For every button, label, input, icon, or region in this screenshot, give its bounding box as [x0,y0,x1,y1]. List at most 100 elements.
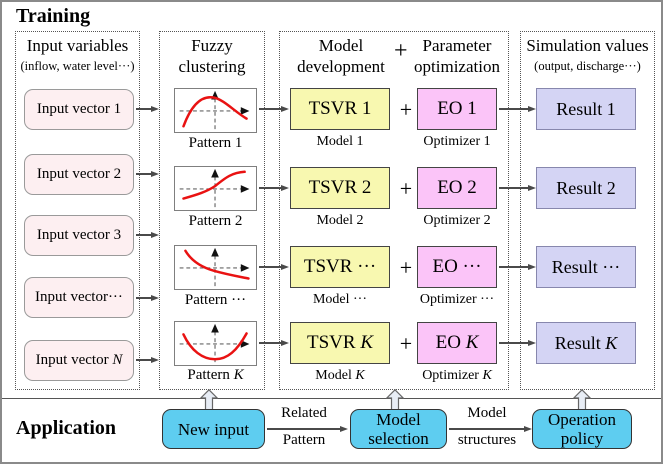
model-development-header: Model development [297,36,385,76]
eo-label: EO K [435,332,479,353]
model-label: Model 1 [316,134,364,149]
pattern-label: Pattern 1 [188,135,243,151]
tsvr-label: TSVR K [306,332,373,353]
tsvr-box: TSVR 2 [290,167,390,209]
arrow-pattern-to-model [259,266,282,268]
arrow-newinput-to-modelselection [267,428,341,430]
input-variables-header: Input variables [26,36,129,55]
pattern-graph-bell [174,88,257,133]
up-arrow-icon [573,389,591,410]
training-title: Training [16,5,91,27]
plus-sign: + [399,331,413,356]
up-arrow-icon [200,389,218,410]
eo-box: EO 1 [417,88,497,130]
simulation-values-subtitle: (output, discharge···) [534,59,641,73]
parameter-optimization-header: Parameter optimization [414,36,500,76]
eo-box: EO 2 [417,167,497,209]
arrow-pattern-to-model [259,187,282,189]
arrow-input-to-pattern [136,359,152,361]
result-box: Result 2 [536,167,636,209]
arrow-input-to-pattern [136,297,152,299]
tsvr-box: TSVR K [290,322,390,364]
operation-policy-box: Operation policy [532,409,632,449]
arrow-pattern-to-model [259,342,282,344]
input-vector-label: Input vector N [35,352,123,368]
pattern-graph-sigmoid [174,166,257,211]
new-input-label: New input [177,419,250,439]
header-plus-sign: + [394,38,408,64]
fuzzy-clustering-column [159,31,265,390]
optimizer-label: Optimizer K [422,368,492,383]
pattern-graph-ushape [174,321,257,366]
input-vector-box: Input vector 3 [24,215,134,256]
input-vector-label: Input vector 2 [36,166,122,182]
result-label: Result K [554,332,618,353]
arrow-model-to-result [499,108,529,110]
result-box: Result 1 [536,88,636,130]
model-selection-box: Model selection [350,409,447,449]
eo-label: EO ··· [432,256,482,277]
new-input-box: New input [162,409,265,449]
simulation-values-column [520,31,655,390]
membership-curve-icon [179,247,250,287]
arrow-model-to-result [499,266,529,268]
pattern-label: Pattern ··· [184,292,247,308]
input-vector-box: Input vector 1 [24,89,134,130]
tsvr-box: TSVR 1 [290,88,390,130]
arrow-model-to-result [499,342,529,344]
result-box: Result K [536,322,636,364]
input-variables-subtitle: (inflow, water level···) [20,59,135,73]
plus-sign: + [399,97,413,122]
model-selection-label: Model selection [368,410,429,448]
model-structures-label-top: Model [467,405,507,421]
arrow-pattern-to-model [259,108,282,110]
plus-sign: + [399,176,413,201]
membership-curve-icon [179,168,250,208]
pattern-label: Pattern K [187,367,244,383]
model-development-column [279,31,509,390]
fuzzy-clustering-header: Fuzzy clustering [178,36,246,76]
pattern-label: Pattern 2 [188,213,243,229]
tsvr-box: TSVR ··· [290,246,390,288]
operation-policy-label: Operation policy [548,410,616,448]
input-vector-box: Input vector N [24,340,134,381]
pattern-graph-decay [174,245,257,290]
result-label: Result ··· [551,256,621,277]
input-vector-label: Input vector 3 [36,227,122,243]
model-label: Model K [315,368,365,383]
tsvr-label: TSVR 1 [308,98,372,119]
eo-box: EO K [417,322,497,364]
membership-curve-icon [179,90,250,130]
training-application-divider [2,398,661,399]
arrow-input-to-pattern [136,108,152,110]
input-vector-box: Input vector··· [24,277,134,318]
input-vector-label: Input vector··· [35,289,123,305]
input-vector-box: Input vector 2 [24,154,134,195]
eo-box: EO ··· [417,246,497,288]
tsvr-label: TSVR ··· [303,256,377,277]
arrow-model-to-result [499,187,529,189]
arrow-input-to-pattern [136,173,152,175]
optimizer-label: Optimizer 2 [423,213,491,228]
related-pattern-label-top: Related [281,405,327,421]
arrow-input-to-pattern [136,234,152,236]
result-label: Result 2 [556,177,616,198]
application-title: Application [16,417,117,439]
simulation-values-header: Simulation values [526,36,649,55]
model-structures-label-bottom: structures [457,432,517,448]
input-vector-label: Input vector 1 [36,101,122,117]
result-box: Result ··· [536,246,636,288]
related-pattern-label-bottom: Pattern [282,432,326,448]
result-label: Result 1 [556,98,616,119]
optimizer-label: Optimizer 1 [423,134,491,149]
membership-curve-icon [179,323,250,363]
model-label: Model ··· [312,292,368,307]
tsvr-label: TSVR 2 [308,177,372,198]
model-label: Model 2 [316,213,364,228]
plus-sign: + [399,255,413,280]
input-variables-column [15,31,140,390]
eo-label: EO 1 [437,98,477,119]
arrow-modelselection-to-operationpolicy [449,428,525,430]
up-arrow-icon [386,389,404,410]
